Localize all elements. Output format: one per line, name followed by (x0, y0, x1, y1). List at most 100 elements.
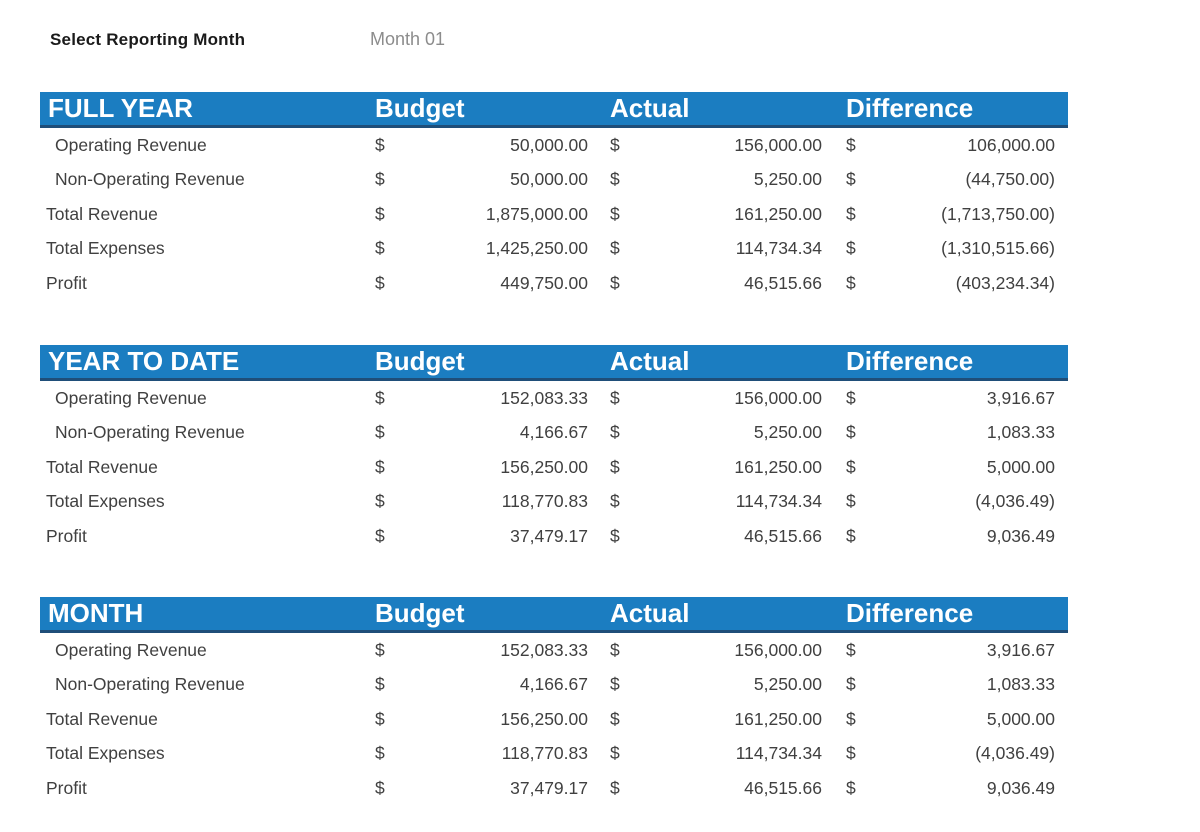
budget-cell: $1,425,250.00 (372, 238, 607, 259)
currency-symbol: $ (610, 525, 620, 546)
table-row: Total Expenses $118,770.83 $114,734.34 $… (40, 485, 1068, 520)
currency-symbol: $ (846, 272, 856, 293)
difference-cell: $9,036.49 (843, 526, 1068, 547)
difference-value: (1,713,750.00) (941, 203, 1055, 224)
difference-cell: $1,083.33 (843, 674, 1068, 695)
actual-value: 5,250.00 (753, 169, 822, 190)
difference-value: (403,234.34) (955, 272, 1055, 293)
difference-cell: $ (4,036.49) (843, 491, 1068, 512)
actual-cell: $161,250.00 (607, 457, 843, 478)
actual-value: 156,000.00 (734, 134, 822, 155)
row-label: Profit (46, 777, 87, 798)
currency-symbol: $ (846, 387, 856, 408)
budget-cell: $50,000.00 (372, 135, 607, 156)
column-header-actual: Actual (610, 93, 690, 123)
actual-cell: $5,250.00 (607, 422, 843, 443)
row-label: Non-Operating Revenue (55, 422, 245, 443)
currency-symbol: $ (610, 422, 620, 443)
currency-symbol: $ (375, 272, 385, 293)
currency-symbol: $ (375, 456, 385, 477)
table-row: Total Revenue $156,250.00 $161,250.00 $5… (40, 450, 1068, 485)
budget-value: 4,166.67 (519, 674, 588, 695)
table-row: Non-Operating Revenue $50,000.00 $5,250.… (40, 163, 1068, 198)
currency-symbol: $ (846, 456, 856, 477)
actual-value: 46,515.66 (744, 525, 822, 546)
actual-value: 114,734.34 (735, 491, 822, 512)
actual-cell: $114,734.34 (607, 491, 843, 512)
column-header-difference: Difference (846, 93, 974, 123)
difference-value: 1,083.33 (986, 674, 1055, 695)
column-header-budget: Budget (375, 346, 465, 376)
currency-symbol: $ (375, 134, 385, 155)
budget-value: 50,000.00 (510, 169, 588, 190)
currency-symbol: $ (846, 169, 856, 190)
currency-symbol: $ (375, 674, 385, 695)
budget-cell: $4,166.67 (372, 674, 607, 695)
actual-cell: $46,515.66 (607, 273, 843, 294)
budget-cell: $118,770.83 (372, 491, 607, 512)
currency-symbol: $ (610, 674, 620, 695)
currency-symbol: $ (610, 169, 620, 190)
currency-symbol: $ (375, 743, 385, 764)
budget-value: 152,083.33 (500, 639, 588, 660)
currency-symbol: $ (375, 422, 385, 443)
actual-cell: $156,000.00 (607, 388, 843, 409)
budget-cell: $4,166.67 (372, 422, 607, 443)
budget-cell: $50,000.00 (372, 169, 607, 190)
difference-value: 5,000.00 (986, 456, 1055, 477)
difference-value: (44,750.00) (965, 169, 1055, 190)
month-select-value[interactable]: Month 01 (370, 29, 446, 49)
table-row: Total Revenue $156,250.00 $161,250.00 $5… (40, 702, 1068, 737)
budget-cell: $152,083.33 (372, 640, 607, 661)
table-row: Total Revenue $1,875,000.00 $161,250.00 … (40, 197, 1068, 232)
difference-value: (4,036.49) (975, 491, 1055, 512)
currency-symbol: $ (846, 422, 856, 443)
table-row: Operating Revenue $152,083.33 $156,000.0… (40, 381, 1068, 416)
actual-value: 161,250.00 (734, 708, 822, 729)
difference-value: (4,036.49) (975, 743, 1055, 764)
row-label: Total Expenses (46, 491, 165, 512)
difference-cell: $ (4,036.49) (843, 743, 1068, 764)
difference-cell: $ (1,713,750.00) (843, 204, 1068, 225)
currency-symbol: $ (610, 387, 620, 408)
row-label: Profit (46, 525, 87, 546)
table-full-year: FULL YEAR Budget Actual Difference Opera… (40, 92, 1068, 301)
table-row: Profit $37,479.17 $46,515.66 $9,036.49 (40, 771, 1068, 806)
difference-value: 9,036.49 (986, 777, 1055, 798)
table-header: YEAR TO DATE Budget Actual Difference (40, 345, 1068, 381)
budget-cell: $118,770.83 (372, 743, 607, 764)
difference-value: 3,916.67 (986, 639, 1055, 660)
difference-value: 106,000.00 (967, 134, 1055, 155)
currency-symbol: $ (846, 134, 856, 155)
currency-symbol: $ (610, 777, 620, 798)
difference-cell: $3,916.67 (843, 640, 1068, 661)
currency-symbol: $ (846, 674, 856, 695)
budget-value: 156,250.00 (500, 708, 588, 729)
difference-value: 3,916.67 (986, 387, 1055, 408)
currency-symbol: $ (610, 743, 620, 764)
actual-cell: $46,515.66 (607, 778, 843, 799)
currency-symbol: $ (375, 491, 385, 512)
table-header: FULL YEAR Budget Actual Difference (40, 92, 1068, 128)
select-reporting-month-label: Select Reporting Month (50, 30, 246, 49)
actual-cell: $5,250.00 (607, 169, 843, 190)
table-title: MONTH (48, 598, 144, 628)
actual-cell: $156,000.00 (607, 135, 843, 156)
budget-value: 37,479.17 (510, 777, 588, 798)
currency-symbol: $ (375, 525, 385, 546)
actual-value: 161,250.00 (734, 456, 822, 477)
budget-cell: $152,083.33 (372, 388, 607, 409)
currency-symbol: $ (846, 743, 856, 764)
actual-value: 156,000.00 (734, 387, 822, 408)
currency-symbol: $ (610, 134, 620, 155)
actual-value: 156,000.00 (734, 639, 822, 660)
table-row: Profit $37,479.17 $46,515.66 $9,036.49 (40, 519, 1068, 554)
table-title: FULL YEAR (48, 93, 193, 123)
budget-value: 1,425,250.00 (485, 238, 588, 259)
currency-symbol: $ (610, 272, 620, 293)
row-label: Total Revenue (46, 708, 158, 729)
difference-cell: $ (1,310,515.66) (843, 238, 1068, 259)
column-header-budget: Budget (375, 598, 465, 628)
table-row: Non-Operating Revenue $4,166.67 $5,250.0… (40, 668, 1068, 703)
